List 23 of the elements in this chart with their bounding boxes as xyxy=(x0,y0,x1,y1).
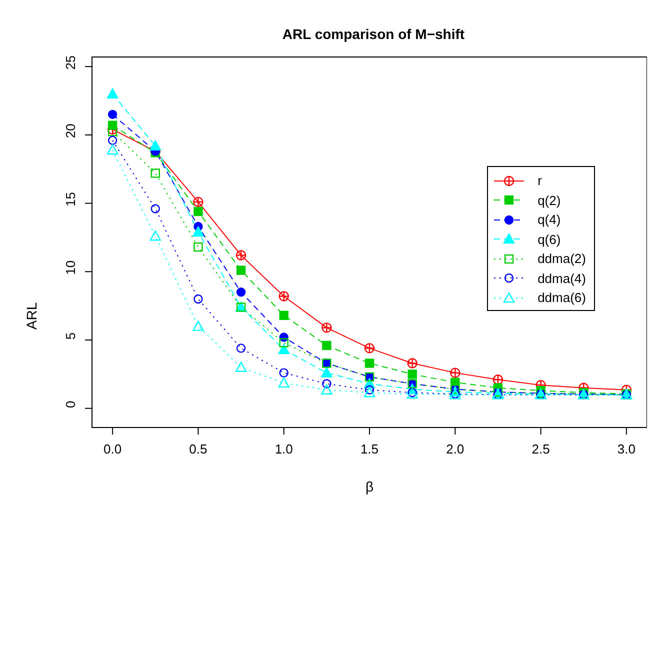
x-tick-label: 1.5 xyxy=(360,442,379,457)
x-tick-label: 3.0 xyxy=(617,442,636,457)
x-tick-label: 2.0 xyxy=(446,442,464,457)
y-tick-label: 10 xyxy=(63,260,78,275)
y-tick-label: 15 xyxy=(63,192,78,207)
legend-label: ddma(6) xyxy=(538,290,586,306)
y-tick-label: 20 xyxy=(63,124,78,138)
x-tick-label: 0.0 xyxy=(104,442,122,457)
x-axis-title: β xyxy=(365,478,374,494)
x-tick-label: 2.5 xyxy=(532,442,550,457)
legend-label: q(4) xyxy=(538,212,561,228)
chart-title: ARL comparison of M−shift xyxy=(281,26,466,42)
legend-label: ddma(2) xyxy=(538,251,586,266)
x-tick-label: 1.0 xyxy=(274,442,293,457)
y-axis-title: ARL xyxy=(24,302,40,330)
y-tick-label: 0 xyxy=(63,400,78,408)
y-tick-label: 5 xyxy=(63,332,78,340)
y-tick-label: 25 xyxy=(63,55,78,70)
legend-label: q(6) xyxy=(538,232,561,247)
legend-label: r xyxy=(538,173,542,188)
legend-label: ddma(4) xyxy=(538,270,586,286)
legend-label: q(2) xyxy=(538,192,561,208)
x-tick-label: 0.5 xyxy=(189,442,208,457)
